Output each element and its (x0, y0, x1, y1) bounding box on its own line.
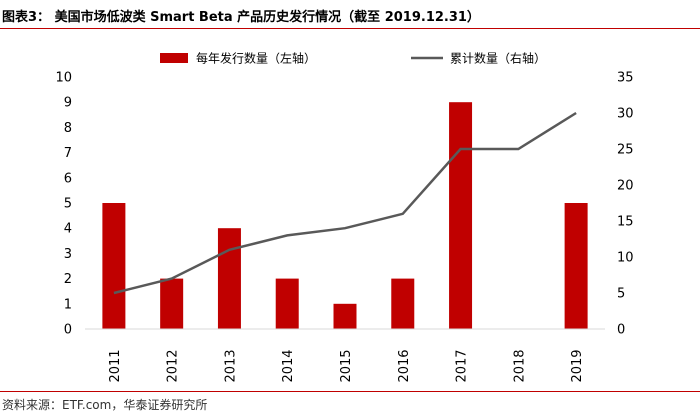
y-left-tick-label: 10 (55, 71, 72, 86)
y-left-tick-label: 9 (64, 96, 72, 111)
legend-bar-swatch (160, 53, 188, 63)
source-note: 资料来源：ETF.com，华泰证券研究所 (2, 398, 208, 412)
y-axis-left: 0 1 2 3 4 5 6 7 8 9 10 (55, 71, 72, 338)
bar-2015 (333, 303, 357, 329)
y-axis-right: 0 5 10 15 20 25 30 35 (617, 71, 634, 338)
y-right-tick-label: 25 (617, 143, 634, 158)
y-left-tick-label: 6 (64, 171, 72, 186)
bar-2019 (564, 203, 588, 329)
bar-2017 (449, 102, 473, 329)
x-tick-label: 2017 (455, 349, 470, 382)
y-right-tick-label: 10 (617, 251, 634, 266)
x-axis: 2011 2012 2013 2014 2015 2016 2017 2018 2019 (108, 349, 585, 382)
y-right-tick-label: 35 (617, 71, 634, 86)
y-left-tick-label: 0 (64, 323, 72, 338)
y-left-tick-label: 7 (64, 146, 72, 161)
x-tick-label: 2014 (281, 349, 296, 382)
legend-line-label: 累计数量（右轴） (450, 51, 546, 66)
y-right-tick-label: 20 (617, 179, 634, 194)
x-tick-label: 2015 (339, 349, 354, 382)
x-tick-label: 2019 (570, 349, 585, 382)
y-left-tick-label: 3 (64, 247, 72, 262)
x-tick-label: 2012 (166, 349, 181, 382)
figure-title: 图表3： 美国市场低波类 Smart Beta 产品历史发行情况（截至 2019… (2, 10, 480, 25)
y-left-tick-label: 4 (64, 222, 72, 237)
footer-divider (0, 391, 700, 392)
bar-2016 (391, 278, 415, 329)
title-divider (0, 28, 700, 29)
cumulative-line (113, 111, 577, 295)
bar-2011 (102, 203, 126, 329)
y-right-tick-label: 30 (617, 107, 634, 122)
bar-2012 (160, 278, 184, 329)
legend-bar-label: 每年发行数量（左轴） (196, 51, 316, 66)
bar-2014 (275, 278, 299, 329)
bar-2013 (217, 228, 241, 329)
y-right-tick-label: 15 (617, 215, 634, 230)
legend: 每年发行数量（左轴） 累计数量（右轴） (160, 51, 546, 66)
y-left-tick-label: 5 (64, 197, 72, 212)
bar-series (102, 102, 588, 329)
x-tick-label: 2011 (108, 349, 123, 382)
y-left-tick-label: 8 (64, 121, 72, 136)
y-right-tick-label: 5 (617, 287, 625, 302)
x-tick-label: 2013 (223, 349, 238, 382)
x-tick-label: 2016 (397, 349, 412, 382)
combo-chart: 每年发行数量（左轴） 累计数量（右轴） 0 1 2 3 4 5 6 7 8 9 10 0 5 10 15 2… (55, 51, 634, 383)
y-right-tick-label: 0 (617, 323, 625, 338)
y-left-tick-label: 2 (64, 272, 72, 287)
line-series (113, 111, 577, 295)
x-tick-label: 2018 (512, 349, 527, 382)
y-left-tick-label: 1 (64, 297, 72, 312)
